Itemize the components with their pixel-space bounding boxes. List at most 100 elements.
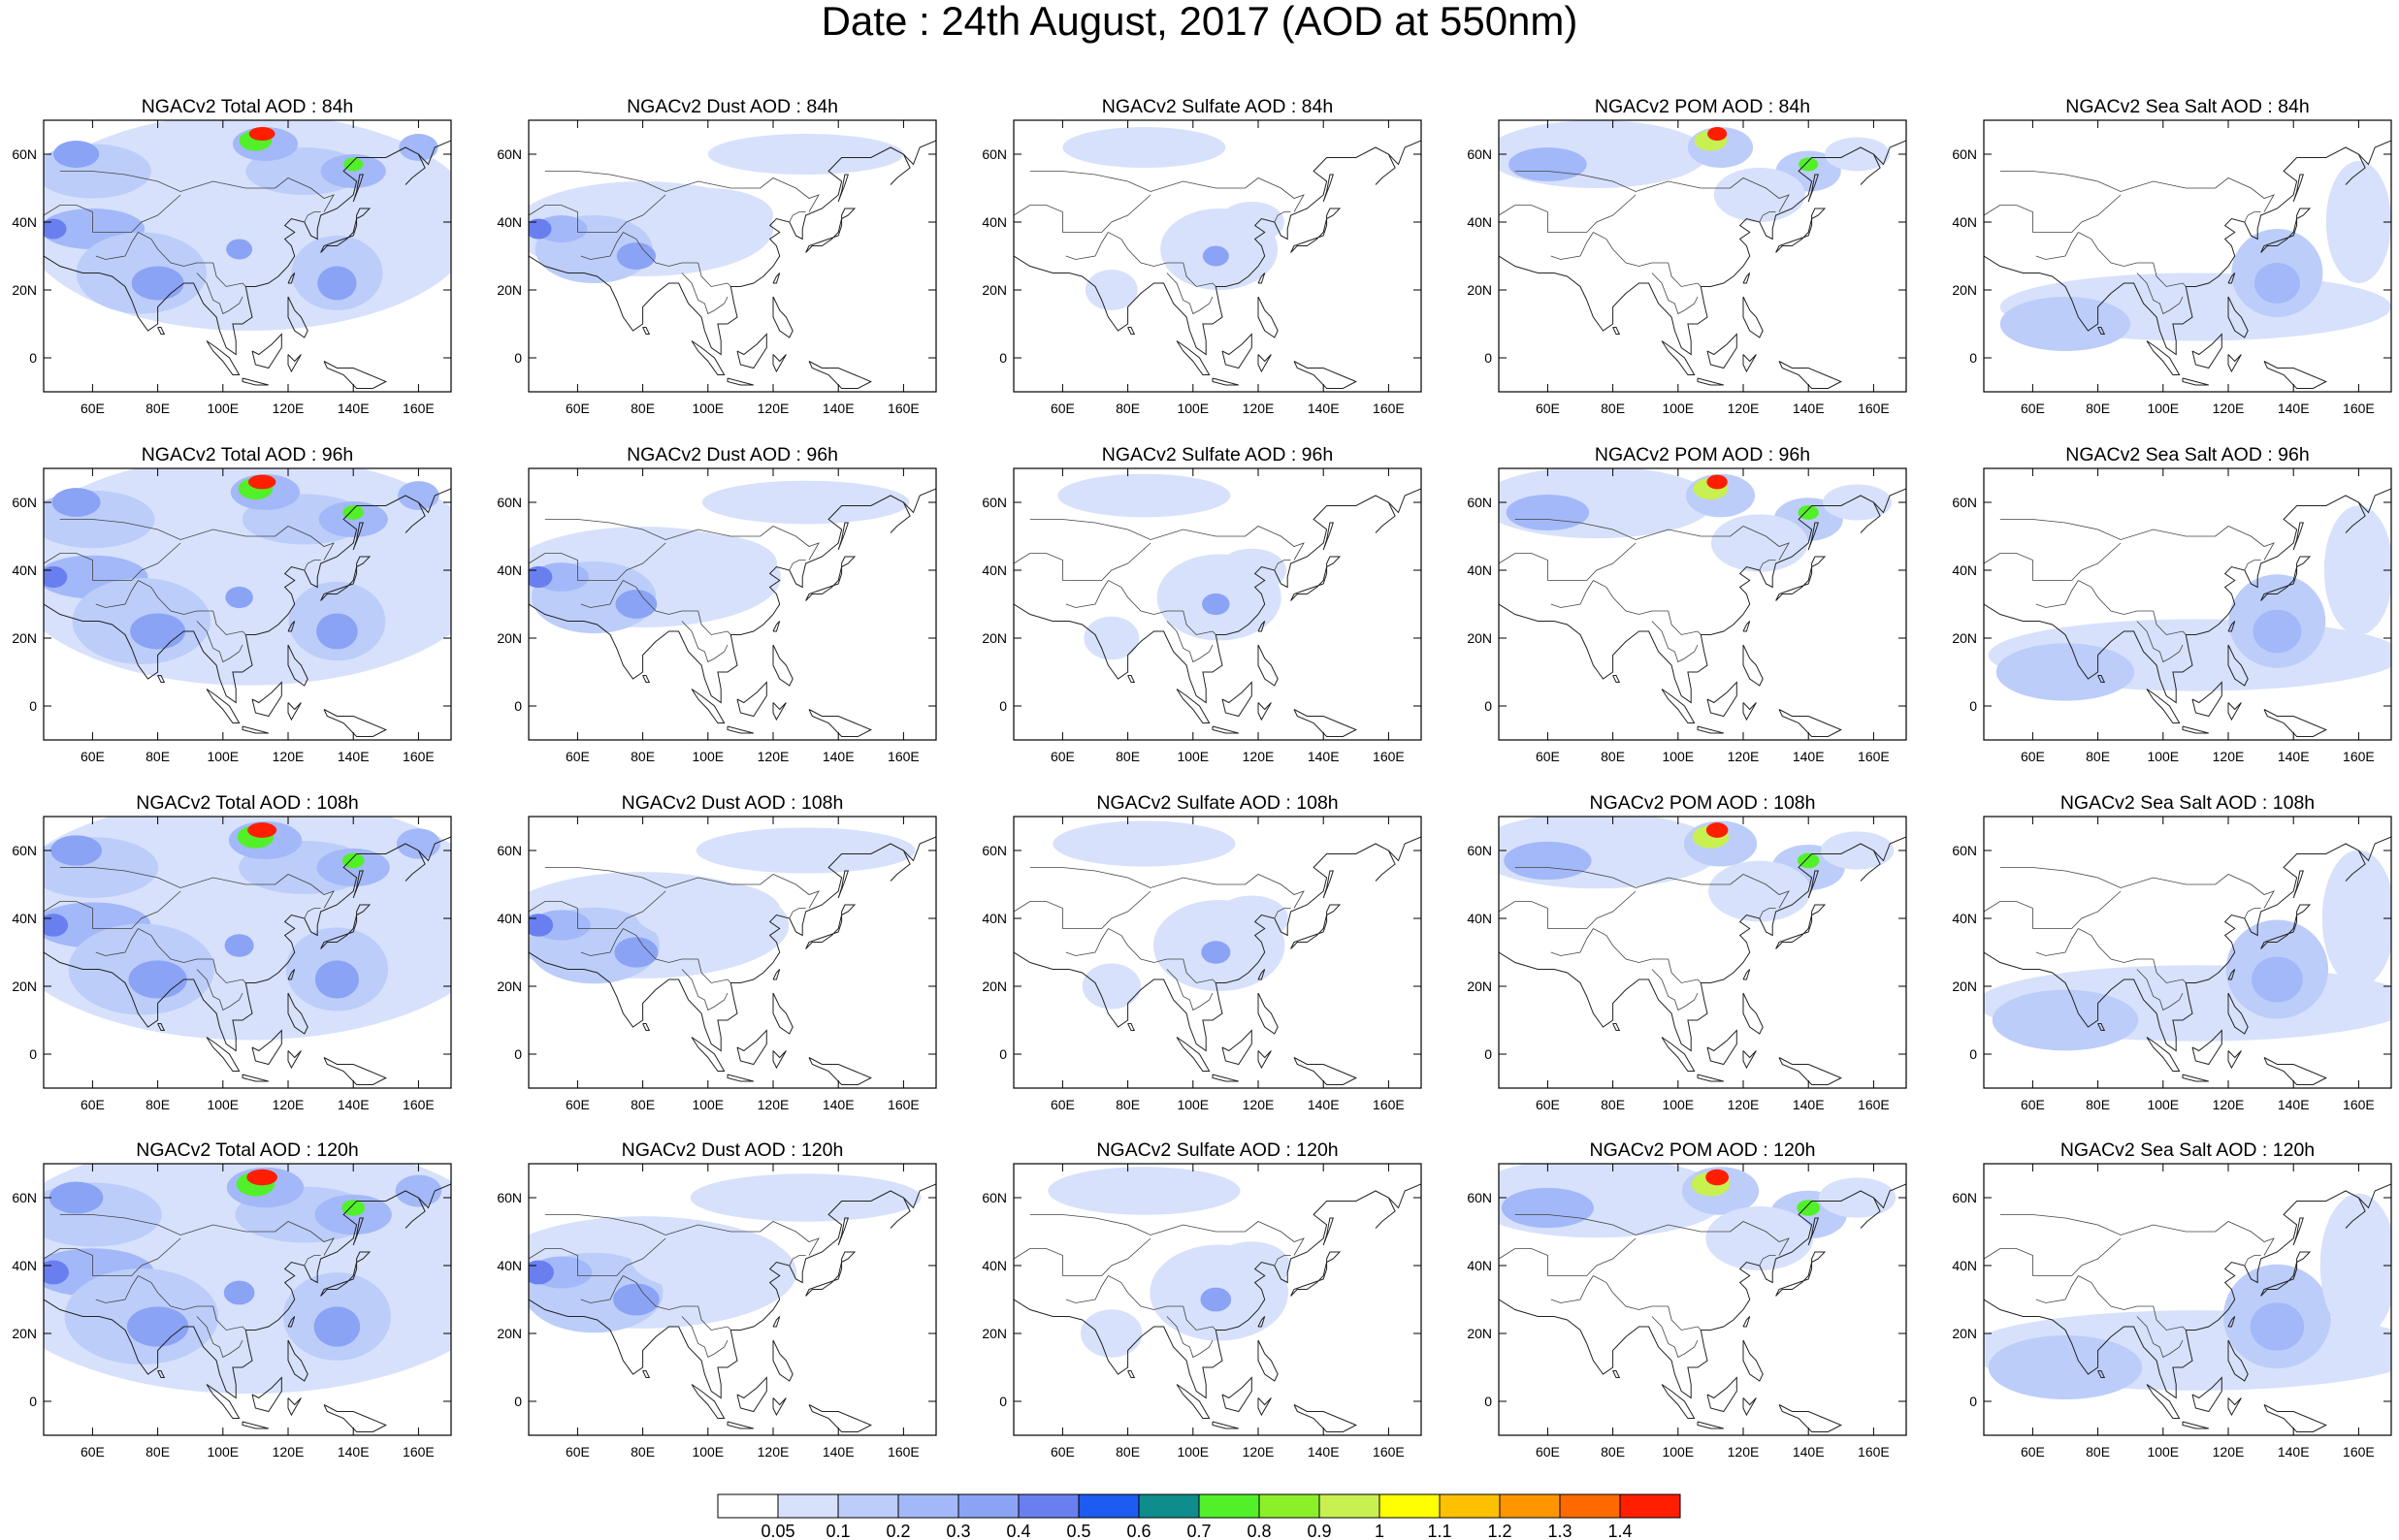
country-border [1274, 1255, 1291, 1267]
coastline [1775, 208, 1827, 253]
coastline [320, 556, 372, 601]
coastline [1375, 501, 1396, 533]
coastline [2292, 870, 2304, 899]
lon-label: 120E [273, 1444, 305, 1460]
map-panel: NGACv2 Sulfate AOD : 96h 60E 80E 100E 120E 14… [982, 444, 1422, 764]
country-border [1029, 1214, 1305, 1256]
lon-label: 100E [692, 749, 724, 764]
colorbar-swatch [1078, 1493, 1140, 1519]
country-border [529, 901, 578, 929]
lon-label: 120E [2213, 401, 2245, 416]
country-border [2035, 1275, 2079, 1303]
colorbar-swatch [1439, 1493, 1501, 1519]
aod-contour [1706, 474, 1728, 490]
country-border [2032, 1237, 2122, 1276]
aod-contour [343, 157, 364, 172]
aod-field [1014, 820, 1421, 1085]
aod-contour [1818, 1177, 1897, 1218]
coastline [691, 340, 726, 375]
country-border [681, 621, 729, 663]
lon-label: 100E [207, 1444, 239, 1460]
coastline [691, 1384, 726, 1419]
country-border [1062, 890, 1151, 929]
coastline [1661, 1037, 1696, 1072]
lon-label: 80E [2086, 401, 2110, 416]
coastline [1127, 675, 1136, 683]
coastline [1697, 377, 1724, 386]
lon-label: 120E [758, 401, 790, 416]
coastline [772, 1316, 781, 1328]
panel-title: NGACv2 POM AOD : 108h [1589, 792, 1815, 814]
coastline [1014, 488, 1421, 704]
lon-label: 80E [2086, 1444, 2110, 1460]
coastline [2097, 1370, 2106, 1378]
country-border [92, 194, 181, 233]
lat-label: 0 [999, 1046, 1007, 1062]
coastline [251, 333, 282, 369]
coastline [1014, 836, 1421, 1052]
lon-label: 80E [146, 1444, 170, 1460]
coastline [1778, 1057, 1842, 1085]
coastline [1176, 689, 1211, 723]
panel-frame [1013, 1163, 1422, 1436]
map-panel: NGACv2 Total AOD : 120h 60E 80E 100E 120E 140… [12, 1139, 452, 1460]
aod-contour [2325, 161, 2391, 283]
lon-label: 140E [1308, 1097, 1340, 1112]
panel-frame [43, 467, 452, 741]
lat-label: 0 [1969, 698, 1977, 714]
panel-title: NGACv2 Sea Salt AOD : 108h [2060, 792, 2315, 814]
coastline [727, 725, 754, 734]
coastline [772, 1339, 794, 1382]
coastline [529, 140, 936, 356]
coastline [642, 1023, 651, 1031]
coastline [287, 969, 296, 980]
aod-contour [314, 960, 359, 999]
lon-label: 160E [403, 401, 435, 416]
lon-label: 60E [2021, 1097, 2045, 1112]
aod-contour [1798, 505, 1819, 520]
coastline [1984, 1183, 2391, 1399]
aod-contour [1708, 860, 1811, 922]
country-border [304, 1255, 321, 1267]
lon-label: 60E [1536, 401, 1560, 416]
aod-contour [128, 960, 187, 999]
country-border [681, 1316, 729, 1359]
coastline [1661, 689, 1696, 723]
aod-contour [642, 188, 773, 242]
coastline [323, 1404, 387, 1432]
colorbar-label: 0.1 [826, 1522, 850, 1540]
country-border [2136, 621, 2184, 663]
coastline [1290, 556, 1342, 601]
aod-contour [44, 565, 68, 589]
lon-label: 60E [566, 1444, 590, 1460]
coastline [808, 1404, 872, 1432]
aod-contour [395, 1174, 442, 1207]
coastline [837, 870, 849, 899]
lon-label: 100E [1662, 749, 1694, 764]
panel-frame [1013, 816, 1422, 1089]
aod-contour [247, 822, 277, 838]
aod-contour [396, 828, 440, 859]
colorbar-label: 0.9 [1307, 1522, 1331, 1540]
coastline [2292, 1217, 2304, 1246]
country-border [1547, 1237, 1637, 1276]
coastline [2292, 174, 2304, 203]
colorbar-swatch [897, 1493, 959, 1519]
lon-label: 60E [2021, 1444, 2045, 1460]
coastline [2263, 1404, 2327, 1432]
aod-contour [1048, 1167, 1241, 1215]
country-border [697, 262, 731, 287]
panel-title: NGACv2 Sea Salt AOD : 84h [2065, 96, 2309, 117]
coastline [772, 1050, 787, 1070]
map-panel: NGACv2 Sea Salt AOD : 108h 60E 80E 100E 120E… [1952, 792, 2392, 1112]
country-border [1166, 1316, 1214, 1359]
panel-title: NGACv2 Dust AOD : 84h [627, 96, 838, 117]
aod-contour [1499, 817, 1721, 889]
country-border [529, 205, 578, 233]
coastline [1176, 340, 1211, 375]
coastline [772, 296, 794, 338]
aod-contour [535, 215, 588, 242]
coastline [1257, 273, 1266, 284]
lat-label: 40N [982, 562, 1007, 578]
lon-label: 80E [1116, 749, 1140, 764]
